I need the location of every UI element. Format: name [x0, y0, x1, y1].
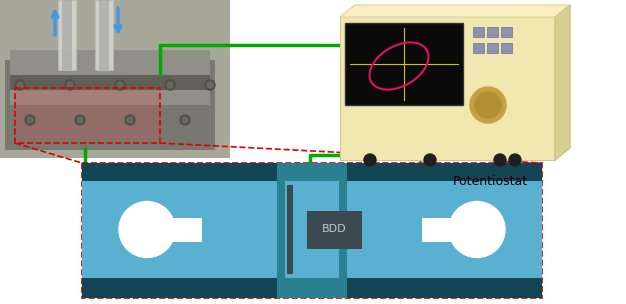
Bar — [487, 27, 498, 37]
Circle shape — [494, 154, 506, 166]
Bar — [287, 185, 293, 274]
Bar — [473, 43, 484, 53]
Text: BDD: BDD — [322, 224, 347, 234]
Bar — [285, 181, 339, 278]
Bar — [95, 0, 113, 70]
Bar — [340, 17, 555, 160]
Bar — [487, 43, 498, 53]
Bar — [501, 27, 512, 37]
Bar — [10, 50, 210, 105]
Circle shape — [470, 87, 506, 123]
Circle shape — [180, 115, 190, 125]
Circle shape — [67, 82, 73, 88]
Bar — [82, 163, 542, 298]
Bar — [307, 210, 362, 248]
Bar — [10, 75, 210, 90]
Polygon shape — [340, 5, 570, 17]
Bar — [82, 181, 542, 278]
Circle shape — [509, 154, 521, 166]
Circle shape — [127, 117, 133, 123]
Bar — [345, 23, 463, 105]
Bar — [62, 0, 72, 70]
Circle shape — [165, 80, 175, 90]
Circle shape — [205, 80, 215, 90]
Bar — [147, 217, 202, 241]
Circle shape — [364, 154, 376, 166]
Circle shape — [27, 117, 33, 123]
Bar — [15, 88, 160, 143]
Circle shape — [77, 117, 83, 123]
Circle shape — [115, 80, 125, 90]
Bar — [82, 163, 542, 181]
Bar — [501, 43, 512, 53]
Text: Potentiostat: Potentiostat — [453, 175, 528, 188]
Circle shape — [424, 154, 436, 166]
Circle shape — [119, 202, 175, 257]
Bar — [0, 0, 230, 158]
Bar — [473, 27, 484, 37]
Bar — [82, 278, 542, 298]
Circle shape — [182, 117, 188, 123]
Bar — [15, 90, 160, 140]
Circle shape — [65, 80, 75, 90]
Circle shape — [117, 82, 123, 88]
Bar — [5, 60, 215, 150]
Circle shape — [17, 82, 23, 88]
Circle shape — [449, 202, 505, 257]
Bar — [58, 0, 76, 70]
Bar — [422, 217, 477, 241]
Polygon shape — [555, 5, 570, 160]
Circle shape — [475, 92, 501, 118]
Circle shape — [167, 82, 173, 88]
Bar — [277, 163, 347, 298]
Circle shape — [207, 82, 213, 88]
Circle shape — [15, 80, 25, 90]
Bar — [99, 0, 109, 70]
Circle shape — [75, 115, 85, 125]
Circle shape — [125, 115, 135, 125]
Circle shape — [25, 115, 35, 125]
